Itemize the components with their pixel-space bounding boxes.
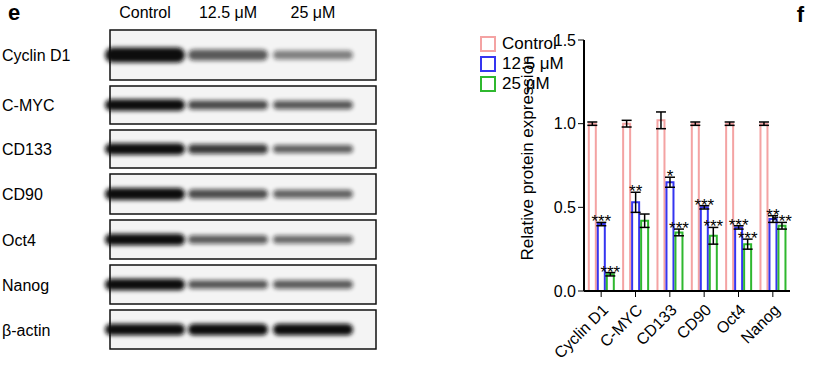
svg-text:***: *** <box>738 229 758 248</box>
svg-text:25 μM: 25 μM <box>291 4 336 21</box>
svg-text:CD133: CD133 <box>633 301 680 348</box>
svg-text:Cyclin D1: Cyclin D1 <box>2 47 71 64</box>
svg-text:***: *** <box>591 212 611 231</box>
svg-text:***: *** <box>694 196 714 215</box>
svg-text:***: *** <box>600 263 620 282</box>
svg-text:Nanog: Nanog <box>2 277 49 294</box>
svg-text:CD90: CD90 <box>673 301 714 342</box>
svg-text:Nanog: Nanog <box>738 301 783 346</box>
svg-text:Control: Control <box>119 4 171 21</box>
svg-text:β-actin: β-actin <box>2 322 50 339</box>
svg-text:CD90: CD90 <box>2 186 43 203</box>
svg-text:12.5 μM: 12.5 μM <box>199 4 257 21</box>
svg-text:1.5: 1.5 <box>554 32 576 49</box>
svg-text:*: * <box>667 167 674 186</box>
svg-text:e: e <box>8 0 20 25</box>
svg-text:C-MYC: C-MYC <box>2 97 54 114</box>
svg-text:1.0: 1.0 <box>554 115 576 132</box>
svg-text:***: *** <box>772 212 792 231</box>
svg-text:0.0: 0.0 <box>554 283 576 300</box>
svg-text:**: ** <box>629 182 643 201</box>
svg-text:Relative protein expression: Relative protein expression <box>518 55 537 260</box>
svg-text:Oct4: Oct4 <box>2 232 36 249</box>
svg-text:0.5: 0.5 <box>554 199 576 216</box>
svg-text:***: *** <box>669 219 689 238</box>
svg-text:CD133: CD133 <box>2 141 52 158</box>
svg-text:***: *** <box>703 217 723 236</box>
